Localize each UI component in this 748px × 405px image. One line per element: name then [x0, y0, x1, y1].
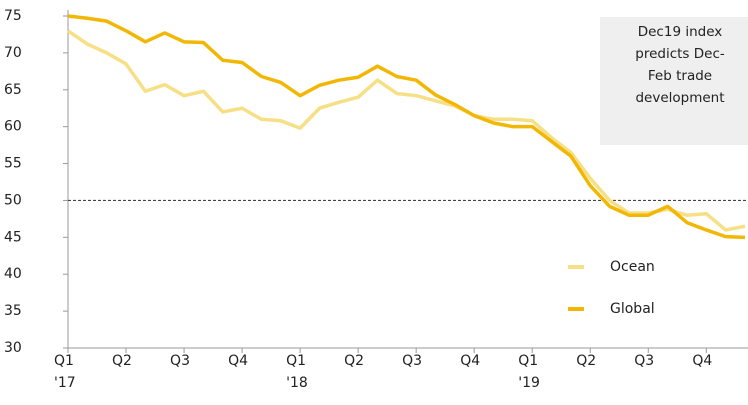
y-tick-label: 75 [4, 8, 22, 24]
annotation: Dec19 index predicts Dec- Feb trade deve… [600, 17, 748, 145]
y-tick-label: 35 [4, 303, 22, 319]
legend-label: Global [610, 301, 655, 317]
x-tick-label: Q1 '19 [518, 353, 540, 391]
y-tick-label: 55 [4, 156, 22, 172]
x-tick-label: Q4 [692, 353, 713, 369]
x-tick-label: Q1 '17 [54, 353, 76, 391]
x-tick-label: Q2 [112, 353, 132, 369]
x-tick-label: Q4 [460, 353, 481, 369]
series-line [67, 14, 746, 240]
x-tick-label: Q4 [228, 353, 249, 369]
series-line [67, 29, 746, 232]
y-tick-label: 60 [4, 119, 22, 135]
y-tick-label: 50 [4, 192, 22, 208]
y-tick-label: 30 [4, 340, 22, 356]
y-tick-label: 65 [4, 82, 22, 98]
x-tick-label: Q3 [634, 353, 655, 369]
x-tick-label: Q1 '18 [286, 353, 308, 391]
y-tick-label: 45 [4, 229, 22, 245]
x-tick-label: Q3 [402, 353, 423, 369]
legend-label: Ocean [610, 259, 655, 275]
x-tick-label: Q2 [344, 353, 365, 369]
x-tick-label: Q2 [576, 353, 597, 369]
x-tick-label: Q3 [170, 353, 190, 369]
y-tick-label: 40 [4, 266, 22, 282]
y-tick-label: 70 [4, 45, 22, 61]
